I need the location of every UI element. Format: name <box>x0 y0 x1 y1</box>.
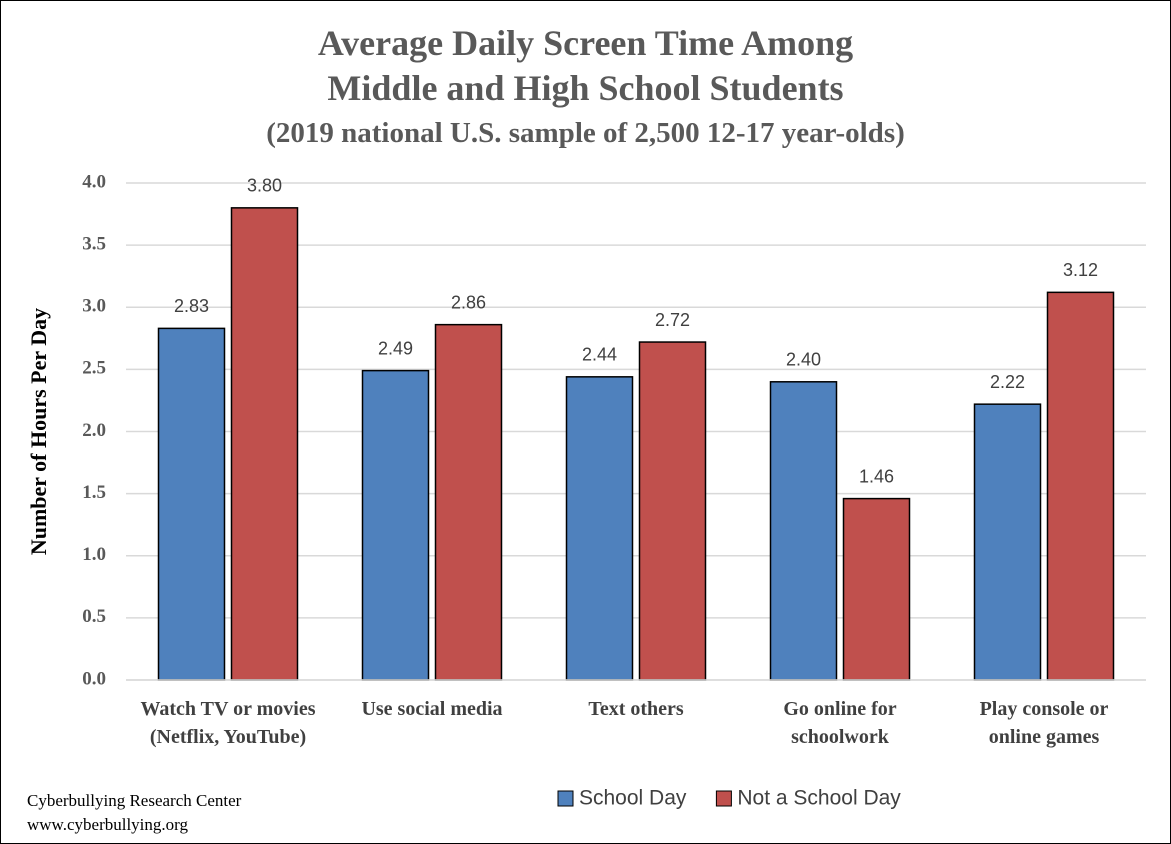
bar <box>434 323 503 681</box>
y-tick-label: 0.0 <box>82 668 106 689</box>
value-label: 2.40 <box>786 350 821 370</box>
x-tick-label: Play console or online games <box>979 698 1109 748</box>
value-label: 1.46 <box>859 466 894 486</box>
bar <box>230 207 299 681</box>
value-label: 2.22 <box>990 372 1025 392</box>
y-tick-label: 3.5 <box>82 233 106 254</box>
legend-swatch <box>557 790 574 807</box>
bar <box>565 376 634 681</box>
bar <box>973 403 1042 681</box>
y-axis-label: Number of Hours Per Day <box>26 308 51 555</box>
chart-title: Average Daily Screen Time Among <box>317 23 854 63</box>
legend-label: Not a School Day <box>737 787 901 810</box>
chart-title: Middle and High School Students <box>327 68 844 108</box>
bar <box>361 369 430 681</box>
bar <box>842 497 911 681</box>
source: Cyberbullying Research Center <box>27 791 242 810</box>
bar <box>157 327 226 681</box>
y-tick-label: 2.0 <box>82 420 106 441</box>
y-tick-label: 1.5 <box>82 482 106 503</box>
value-label: 2.86 <box>451 292 486 312</box>
bar <box>1046 291 1115 681</box>
bar <box>769 381 838 681</box>
y-tick-label: 3.0 <box>82 296 106 317</box>
y-tick-label: 4.0 <box>82 171 106 192</box>
y-tick-label: 2.5 <box>82 358 106 379</box>
source: www.cyberbullying.org <box>27 815 189 834</box>
value-label: 2.72 <box>655 310 690 330</box>
chart-subtitle: (2019 national U.S. sample of 2,500 12-1… <box>266 117 905 149</box>
value-label: 2.49 <box>378 338 413 358</box>
x-tick-label: Use social media <box>361 698 503 720</box>
bar <box>638 341 707 681</box>
value-label: 2.44 <box>582 345 617 365</box>
x-tick-label: Text others <box>588 698 684 720</box>
x-tick-label: Watch TV or movies (Netflix, YouTube) <box>140 698 316 748</box>
x-tick-label: Go online for schoolwork <box>783 698 897 748</box>
value-label: 3.80 <box>247 176 282 196</box>
y-tick-label: 1.0 <box>82 544 106 565</box>
value-label: 3.12 <box>1063 260 1098 280</box>
value-label: 2.83 <box>174 296 209 316</box>
legend-label: School Day <box>579 787 687 810</box>
legend-swatch <box>715 790 732 807</box>
y-tick-label: 0.5 <box>82 606 106 627</box>
